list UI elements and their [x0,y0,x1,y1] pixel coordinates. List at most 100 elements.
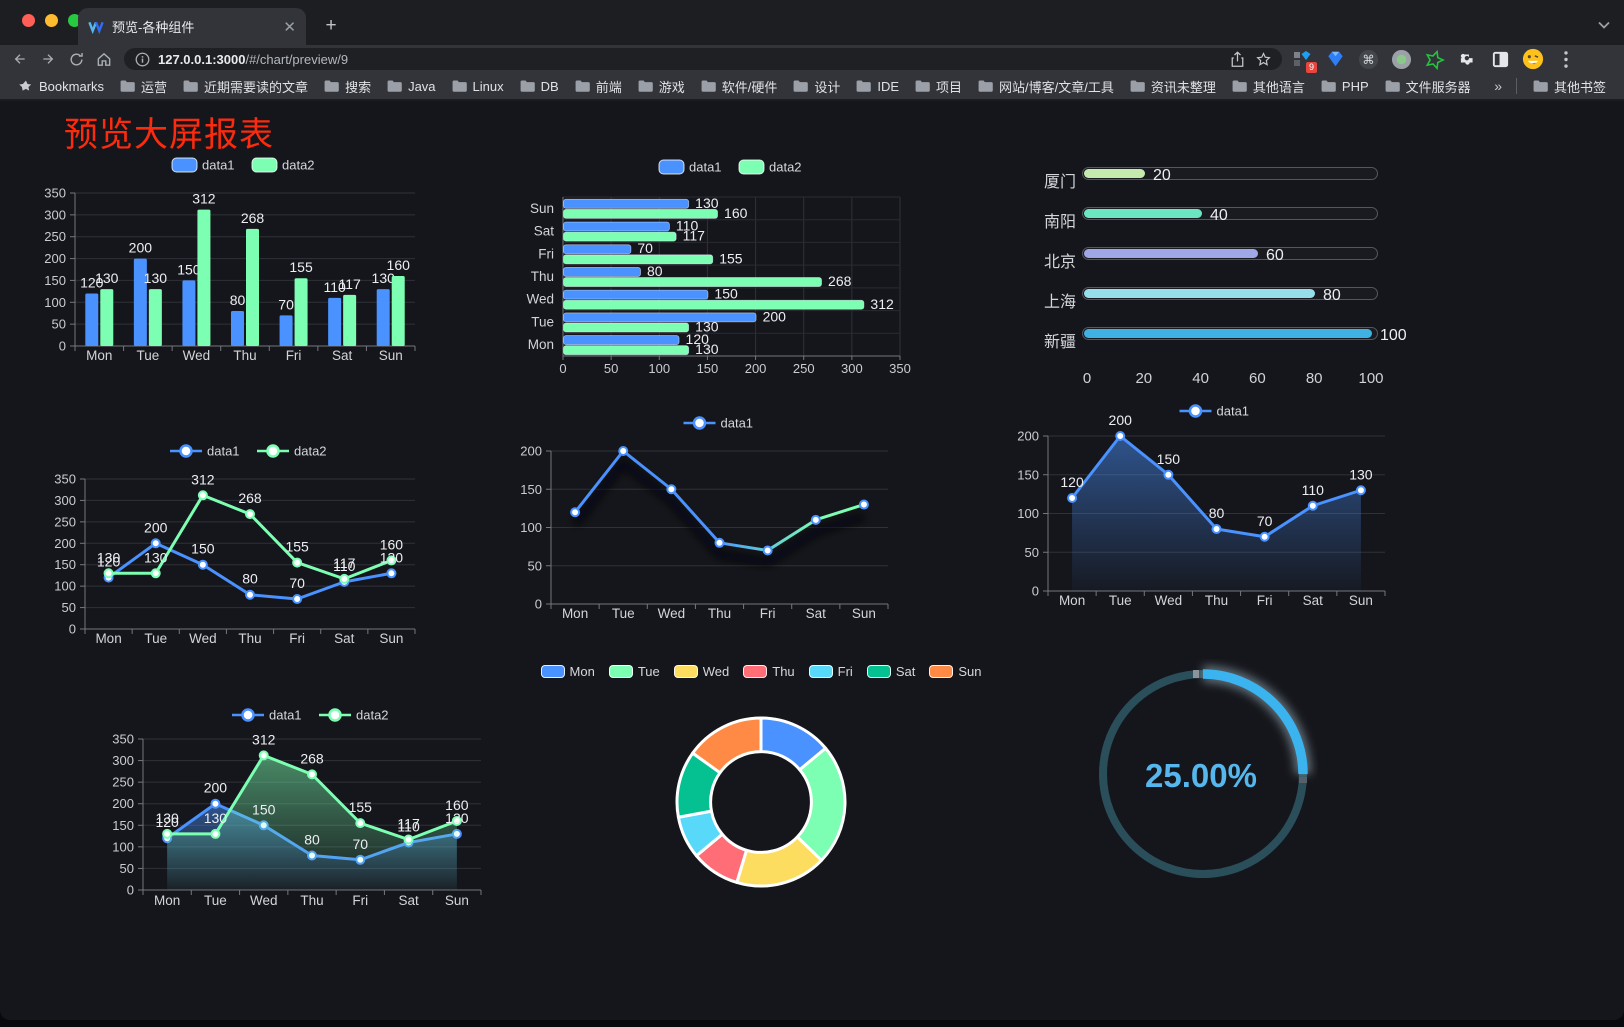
data-point[interactable] [245,509,255,520]
bar[interactable] [246,228,259,346]
grouped-bar-chart[interactable]: data1 data2 0 50 100 150 200 250 300 350 Mon Tue Wed… [30,146,450,376]
browser-tab[interactable]: 预览-各种组件 ✕ [78,8,306,45]
data-point[interactable] [339,573,350,584]
data-point[interactable] [762,545,773,556]
bar[interactable] [563,221,670,232]
legend-item[interactable]: Fri [808,664,853,679]
data-point[interactable] [355,818,366,829]
browser-menu-icon[interactable] [1554,47,1578,71]
bar[interactable] [376,289,390,346]
two-series-line-chart[interactable]: data1 data2 0 50 100 150 200 250 300 350 Mon Tue Wed… [40,421,440,661]
progress-row[interactable]: 上海 80 [1040,282,1420,314]
bar[interactable] [294,278,308,346]
forward-button[interactable] [34,46,62,72]
data-point[interactable] [1163,469,1174,480]
donut-chart[interactable] [666,707,856,897]
progress-row[interactable]: 北京 60 [1040,242,1420,274]
new-tab-button[interactable]: + [325,15,337,36]
legend-item[interactable]: Wed [673,664,729,679]
data-point[interactable] [386,555,397,566]
other-bookmarks-button[interactable]: 其他书签 [1525,75,1614,97]
bar[interactable] [100,289,114,346]
legend-item[interactable]: Tue [608,664,660,679]
share-icon[interactable] [1224,48,1250,70]
bookmark-folder-item[interactable]: 网站/博客/文章/工具 [970,75,1122,97]
bookmark-folder-item[interactable]: IDE [848,75,907,97]
extension-blue-gem-icon[interactable] [1323,47,1347,71]
data-point[interactable] [714,537,725,548]
data-point[interactable] [307,769,317,780]
data-point[interactable] [403,834,414,845]
data-point[interactable] [258,750,269,761]
tab-close-icon[interactable]: ✕ [283,18,296,36]
gauge-chart[interactable]: 25.00% [1088,659,1318,889]
data-point[interactable] [162,828,173,839]
bar[interactable] [563,277,822,287]
data-point[interactable] [666,484,677,495]
bar[interactable] [85,293,99,346]
legend-item[interactable]: data1 [683,416,754,431]
bookmark-folder-item[interactable]: Java [379,75,443,97]
bookmark-folder-item[interactable]: PHP [1313,75,1377,97]
data-point[interactable] [292,557,303,568]
data-point[interactable] [1259,531,1270,542]
bar[interactable] [563,231,677,242]
tab-search-chevron-icon[interactable] [1598,16,1610,34]
horizontal-bar-chart[interactable]: data1 data2 0 50 100 150 200 250 300 350 Sun Sat Fri… [500,151,930,386]
bar[interactable] [328,297,342,346]
progress-bar-chart[interactable]: 厦门 20 南阳 40 北京 60 上海 80 新疆 100 0 20 40 60 80 100 [1040,158,1420,393]
data-point[interactable] [197,559,208,570]
progress-row[interactable]: 厦门 20 [1040,162,1420,194]
gradient-line-chart[interactable]: data1 0 50 100 150 200 Mon Tue Wed Thu Fri Sat Sun [500,401,900,636]
data-point[interactable] [451,815,462,826]
bar[interactable] [563,322,690,333]
bar[interactable] [182,280,196,346]
bar[interactable] [563,289,709,300]
bookmark-folder-item[interactable]: Linux [444,75,512,97]
url-bar[interactable]: 127.0.0.1:3000/#/chart/preview/9 [124,48,1282,70]
extension-grid-diamond-icon[interactable]: 9 [1290,47,1317,73]
data-point[interactable] [210,828,221,839]
bar[interactable] [133,258,147,346]
bookmark-folder-item[interactable]: DB [512,75,567,97]
pie-slice-Sun[interactable] [691,716,763,775]
progress-row[interactable]: 南阳 40 [1040,202,1420,234]
legend-item[interactable]: Sat [866,664,915,679]
window-maximize-button[interactable] [68,14,81,27]
bookmark-folder-item[interactable]: 软件/硬件 [693,75,786,97]
data-point[interactable] [197,490,208,501]
extension-command-circle-icon[interactable]: ⌘ [1356,47,1380,71]
bookmark-folder-item[interactable]: 文件服务器 [1377,75,1479,97]
legend-item[interactable]: data1 [170,444,240,459]
bar[interactable] [148,289,162,346]
data-point[interactable] [150,538,161,549]
bookmark-folder-item[interactable]: 运营 [112,75,175,97]
data-point[interactable] [292,594,303,604]
bar[interactable] [563,267,641,277]
bookmark-folder-item[interactable]: 设计 [785,75,848,97]
site-info-icon[interactable] [135,52,150,67]
data-point[interactable] [1211,524,1222,534]
bookmarks-overflow-chevron[interactable]: » [1494,78,1502,94]
extensions-puzzle-icon[interactable] [1455,47,1479,71]
bar[interactable] [563,312,757,323]
data-point[interactable] [1355,485,1366,496]
data-point[interactable] [858,499,869,510]
reload-button[interactable] [62,46,90,72]
extension-green-dot-circle-icon[interactable] [1389,47,1413,71]
sidebar-toggle-icon[interactable] [1488,47,1512,71]
bar[interactable] [563,299,865,310]
area-line-chart[interactable]: data1 0 50 100 150 200 Mon Tue Wed Thu Fri Sat Sun 12… [980,391,1400,626]
data-point[interactable] [570,507,581,518]
data-point[interactable] [150,568,161,579]
bar[interactable] [563,335,680,345]
bookmark-folder-item[interactable]: 前端 [567,75,630,97]
bookmark-folder-item[interactable]: 项目 [907,75,970,97]
window-minimize-button[interactable] [45,14,58,27]
bar[interactable] [563,254,714,265]
extension-green-star-icon[interactable] [1422,47,1446,71]
data-point[interactable] [1067,493,1078,503]
legend-item[interactable]: data2 [257,444,327,459]
legend-item[interactable]: data1 [232,708,302,723]
data-point[interactable] [103,568,114,579]
